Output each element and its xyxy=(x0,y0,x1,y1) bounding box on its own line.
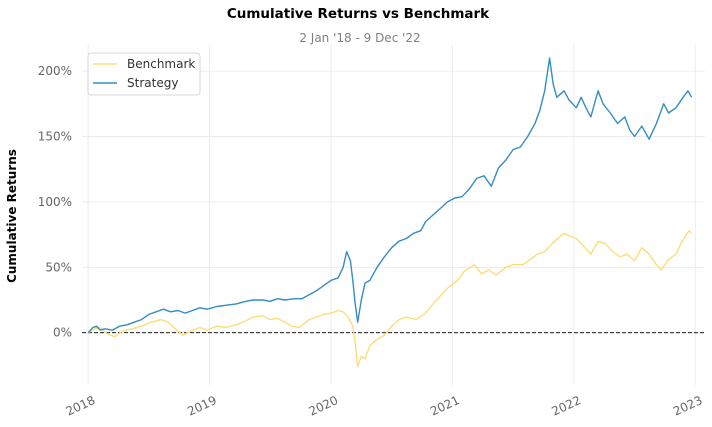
y-tick-label: 200% xyxy=(38,64,72,78)
x-tick-label: 2021 xyxy=(428,393,462,419)
x-tick-label: 2023 xyxy=(671,393,705,419)
grid xyxy=(82,45,705,385)
y-tick-label: 50% xyxy=(45,260,72,274)
chart-title: Cumulative Returns vs Benchmark xyxy=(227,6,490,22)
series xyxy=(87,57,693,368)
x-tick-label: 2022 xyxy=(550,393,584,419)
x-tick-label: 2020 xyxy=(307,393,341,419)
y-axis-label: Cumulative Returns xyxy=(5,149,19,283)
legend: Benchmark Strategy xyxy=(87,52,201,96)
chart-subtitle: 2 Jan '18 - 9 Dec '22 xyxy=(299,31,420,45)
legend-label-benchmark: Benchmark xyxy=(127,57,195,71)
legend-label-strategy: Strategy xyxy=(127,76,178,90)
series-line-benchmark xyxy=(87,230,693,368)
x-tick-label: 2018 xyxy=(64,393,98,419)
y-ticks: 0% 50% 100% 150% 200% xyxy=(38,64,72,340)
x-ticks: 2018 2019 2020 2021 2022 2023 xyxy=(64,393,705,419)
y-tick-label: 100% xyxy=(38,195,72,209)
y-tick-label: 150% xyxy=(38,130,72,144)
y-tick-label: 0% xyxy=(53,326,72,340)
x-tick-label: 2019 xyxy=(185,393,219,419)
series-line-strategy xyxy=(87,57,693,334)
